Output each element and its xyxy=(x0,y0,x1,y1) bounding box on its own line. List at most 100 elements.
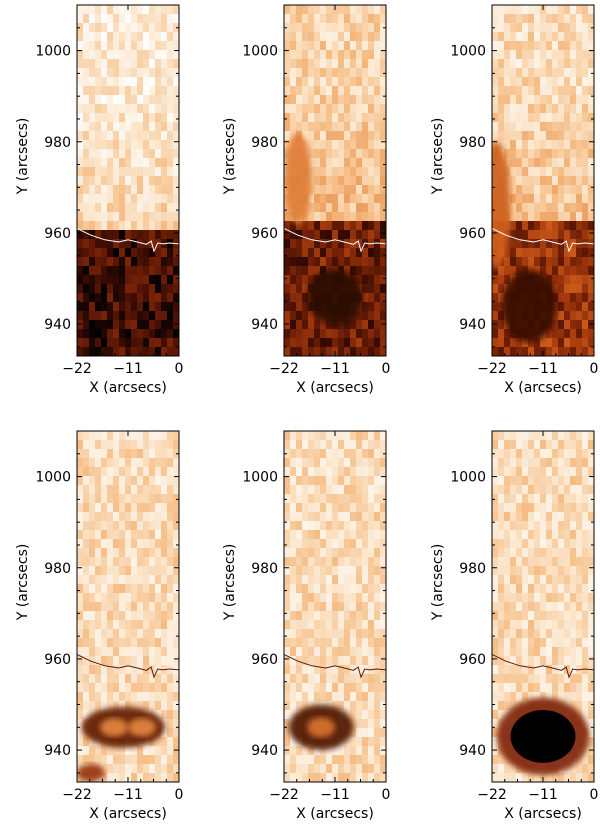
cell xyxy=(540,59,547,69)
cell xyxy=(83,431,90,441)
cell xyxy=(290,638,297,648)
cell xyxy=(113,59,120,69)
cell xyxy=(131,557,138,567)
cell xyxy=(131,14,138,24)
cell xyxy=(320,14,327,24)
cell xyxy=(546,773,553,782)
cell xyxy=(314,476,321,486)
cell xyxy=(302,593,309,603)
cell xyxy=(308,86,315,96)
cell xyxy=(167,548,174,558)
cell xyxy=(516,602,523,612)
cell xyxy=(284,710,291,720)
cell xyxy=(308,41,315,51)
cell xyxy=(362,521,369,531)
cell xyxy=(113,449,120,459)
cell xyxy=(119,131,126,141)
cell xyxy=(338,194,345,204)
cell xyxy=(107,284,114,294)
cell xyxy=(528,77,535,87)
cell xyxy=(368,719,375,729)
cell xyxy=(374,140,381,150)
cell xyxy=(368,728,375,738)
cell xyxy=(302,503,309,513)
cell xyxy=(582,284,589,294)
cell xyxy=(290,701,297,711)
cell xyxy=(350,68,357,78)
cell xyxy=(492,347,499,356)
cell xyxy=(149,293,156,303)
cell xyxy=(552,683,559,693)
cell xyxy=(570,647,577,657)
cell xyxy=(101,257,108,267)
cell xyxy=(155,530,162,540)
cell xyxy=(101,59,108,69)
cell xyxy=(534,611,541,621)
cell xyxy=(492,23,499,33)
cell xyxy=(576,593,583,603)
cell xyxy=(558,194,565,204)
cell xyxy=(356,701,363,711)
cell xyxy=(368,212,375,222)
cell xyxy=(498,275,505,285)
cell xyxy=(338,158,345,168)
cell xyxy=(107,68,114,78)
cell xyxy=(510,584,517,594)
cell xyxy=(173,512,179,522)
cell xyxy=(582,575,589,585)
cell xyxy=(332,467,339,477)
cell xyxy=(350,593,357,603)
cell xyxy=(119,656,126,666)
cell xyxy=(582,620,589,630)
cell xyxy=(380,773,386,782)
cell xyxy=(374,773,381,782)
cell xyxy=(125,692,132,702)
cell xyxy=(374,665,381,675)
cell xyxy=(504,248,511,258)
cell xyxy=(380,5,386,15)
cell xyxy=(546,257,553,267)
cell xyxy=(588,503,594,513)
cell xyxy=(101,512,108,522)
cell xyxy=(332,338,339,348)
cell xyxy=(498,773,505,782)
cell xyxy=(326,50,333,60)
cell xyxy=(374,557,381,567)
cell xyxy=(101,212,108,222)
cell xyxy=(284,5,291,15)
cell xyxy=(338,746,345,756)
cell xyxy=(576,764,583,774)
cell xyxy=(326,203,333,213)
cell xyxy=(504,113,511,123)
cell xyxy=(149,167,156,177)
cell xyxy=(516,176,523,186)
cell xyxy=(510,773,517,782)
y-tick-label: 1000 xyxy=(450,470,486,486)
cell xyxy=(89,539,96,549)
cell xyxy=(95,593,102,603)
cell xyxy=(107,557,114,567)
cell xyxy=(302,755,309,765)
cell xyxy=(155,131,162,141)
cell xyxy=(173,719,179,729)
cell xyxy=(498,656,505,666)
cell xyxy=(284,548,291,558)
cell xyxy=(155,755,162,765)
cell xyxy=(131,692,138,702)
cell xyxy=(167,557,174,567)
cell xyxy=(113,656,120,666)
cell xyxy=(546,122,553,132)
cell xyxy=(314,158,321,168)
cell xyxy=(308,656,315,666)
cell xyxy=(101,539,108,549)
cell xyxy=(167,728,174,738)
cell xyxy=(332,248,339,258)
cell xyxy=(173,338,179,348)
cell xyxy=(338,185,345,195)
cell xyxy=(528,338,535,348)
cell xyxy=(356,503,363,513)
cell xyxy=(362,620,369,630)
y-tick-label: 980 xyxy=(459,561,486,577)
cell xyxy=(368,548,375,558)
cell xyxy=(368,275,375,285)
